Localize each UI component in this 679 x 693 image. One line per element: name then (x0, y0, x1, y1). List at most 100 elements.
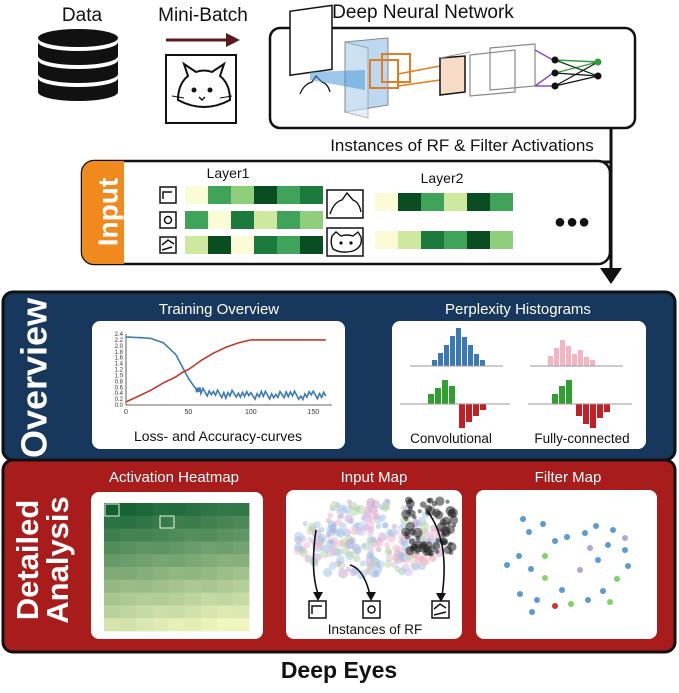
heatmap-cell (136, 554, 153, 568)
filter-point (517, 591, 523, 597)
activation-cell (277, 236, 300, 254)
heatmap-cell (216, 567, 234, 581)
input-map-point (347, 550, 354, 558)
input-map-point (323, 567, 333, 578)
activation-cell (467, 193, 490, 211)
activation-cell (375, 231, 398, 249)
y-tick-label: 1.8 (115, 350, 124, 356)
input-map-point (448, 541, 453, 547)
input-map-point (336, 528, 346, 538)
dnn-title: Deep Neural Network (332, 2, 514, 23)
filter-point (540, 521, 546, 527)
input-map-point (442, 528, 451, 537)
input-map-point (307, 536, 314, 543)
perplexity-card (392, 321, 646, 449)
activation-cell (444, 231, 467, 249)
input-map-point (375, 546, 382, 553)
activation-cell (490, 231, 513, 249)
filter-point (582, 530, 588, 536)
filter-point (625, 563, 631, 569)
input-map-point (352, 554, 361, 563)
input-map-point (294, 542, 303, 552)
filter-point (607, 599, 613, 605)
input-map-point (350, 528, 358, 536)
heatmap-cell (232, 567, 250, 581)
heatmap-cell (232, 528, 250, 542)
heatmap-cell (232, 503, 250, 517)
input-map-point (431, 500, 438, 507)
input-map-point (347, 538, 354, 544)
heatmap-cell (232, 618, 250, 632)
filter-point (504, 562, 510, 568)
input-map-point (330, 528, 337, 534)
heatmap-cell (200, 554, 218, 568)
heatmap-title: Activation Heatmap (109, 469, 239, 486)
heatmap-cell (216, 528, 234, 542)
x-tick-label: 50 (185, 409, 193, 416)
heatmap-cell (200, 503, 218, 517)
heatmap-cell (200, 579, 218, 593)
rf-instance-icon (308, 600, 450, 619)
heatmap-cell (136, 618, 153, 632)
heatmap-cell (216, 541, 234, 555)
heatmap-cell (216, 515, 234, 529)
heatmap-cell (200, 567, 218, 581)
filter-point (526, 529, 532, 535)
input-map-point (328, 561, 337, 570)
heatmap-cell (216, 605, 234, 619)
fc-label: Fully-connected (534, 431, 629, 446)
heatmap-cell (120, 579, 137, 593)
input-map-point (381, 521, 389, 529)
input-map-point (408, 506, 413, 512)
heatmap-cell (184, 592, 202, 606)
heatmap-cell (152, 579, 169, 593)
heatmap-cell (120, 515, 137, 529)
heatmap-cell (152, 618, 169, 632)
activation-rows (185, 186, 513, 254)
heatmap-cell (152, 541, 169, 555)
input-map-point (384, 560, 392, 568)
activation-cell (231, 186, 254, 204)
input-map-arrowheads (313, 592, 446, 602)
analysis-side-label: Analysis (40, 496, 75, 624)
heatmap-cell (152, 503, 169, 517)
input-map-point (293, 531, 304, 542)
filter-map-scatter (504, 516, 631, 615)
input-map-point (428, 550, 435, 557)
y-tick-label: 0.6 (115, 385, 124, 391)
input-map-point (377, 532, 388, 542)
heatmap-cell (120, 592, 137, 606)
heatmap-cell (104, 528, 121, 542)
heatmap-cell (200, 592, 218, 606)
y-tick-label: 1.6 (115, 356, 124, 362)
activation-cell (254, 211, 277, 229)
heatmap-cell (120, 541, 137, 555)
input-map-point (429, 545, 436, 553)
cat-image-icon (165, 54, 237, 124)
input-map-point (435, 537, 441, 543)
heatmap-cell (104, 605, 121, 619)
loss-accuracy-chart: 2.42.22.01.81.61.41.21.00.80.60.40.20.00… (115, 332, 332, 416)
input-map-point (317, 533, 327, 543)
input-map-point (366, 551, 374, 560)
heatmap-cell (216, 554, 234, 568)
x-tick-label: 0 (124, 409, 128, 416)
activation-cell (300, 236, 323, 254)
filter-point (542, 553, 548, 559)
filter-point (516, 553, 522, 559)
heatmap-cell (152, 528, 169, 542)
input-map-point (423, 559, 430, 566)
input-map-point (367, 524, 375, 531)
heatmap-cell (184, 515, 202, 529)
heatmap-cell (104, 567, 121, 581)
input-map-point (369, 536, 377, 543)
heatmap-highlight (104, 503, 120, 517)
y-tick-label: 1.2 (115, 368, 124, 374)
activation-cell (490, 193, 513, 211)
activation-cell (375, 193, 398, 211)
heatmap-cell (152, 515, 169, 529)
input-map-point (366, 530, 374, 538)
heatmap-cell (136, 541, 153, 555)
input-map-point (419, 542, 427, 550)
input-map-point (398, 534, 405, 541)
